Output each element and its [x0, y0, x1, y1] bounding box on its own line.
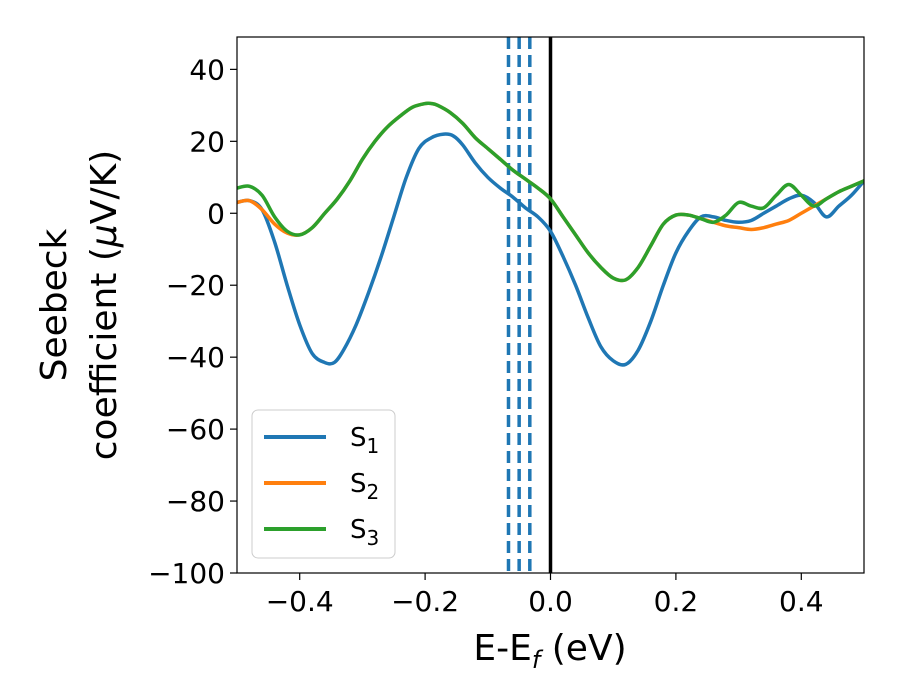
series-line-s1	[237, 132, 864, 367]
svg-text:coefficient (μV/K): coefficient (μV/K)	[84, 150, 125, 460]
y-tick-label: −40	[166, 341, 225, 374]
vertical-reference-lines	[506, 37, 553, 573]
x-axis-title-main: E-E	[473, 628, 531, 669]
y-axis-ticks: 40 20 0 −20 −40 −60 −80 −100	[148, 53, 237, 590]
x-axis-title-unit: (eV)	[540, 628, 626, 669]
legend-label-s2: S2	[350, 469, 379, 504]
x-tick-label: −0.2	[391, 585, 459, 618]
y-tick-label: −100	[148, 557, 225, 590]
y-axis-title-line2: coefficient (	[84, 247, 125, 460]
y-tick-label: 20	[189, 125, 225, 158]
x-tick-label: 0.2	[654, 585, 699, 618]
y-tick-label: 40	[189, 53, 225, 86]
y-tick-label: −80	[166, 485, 225, 518]
x-axis-ticks: −0.4 −0.2 0.0 0.2 0.4	[266, 573, 824, 618]
svg-text:Seebeck: Seebeck	[34, 228, 75, 381]
legend: S1 S2 S3	[251, 409, 396, 559]
x-tick-label: 0.4	[779, 585, 824, 618]
legend-label-s1: S1	[350, 423, 379, 458]
y-tick-label: 0	[207, 197, 225, 230]
y-axis-title-line1: Seebeck	[34, 228, 75, 381]
y-axis-title-unit: V/K)	[84, 150, 125, 224]
series-layer	[237, 101, 864, 367]
series-line-s3	[237, 101, 864, 283]
x-tick-label: −0.4	[266, 585, 334, 618]
y-axis-title-mu: μ	[84, 224, 125, 248]
x-tick-label: 0.0	[528, 585, 573, 618]
x-axis-title: E-Ef (eV)	[473, 628, 626, 674]
y-tick-label: −60	[166, 413, 225, 446]
y-axis-title: Seebeck coefficient (μV/K)	[34, 150, 125, 460]
y-tick-label: −20	[166, 269, 225, 302]
legend-label-s3: S3	[350, 515, 379, 550]
